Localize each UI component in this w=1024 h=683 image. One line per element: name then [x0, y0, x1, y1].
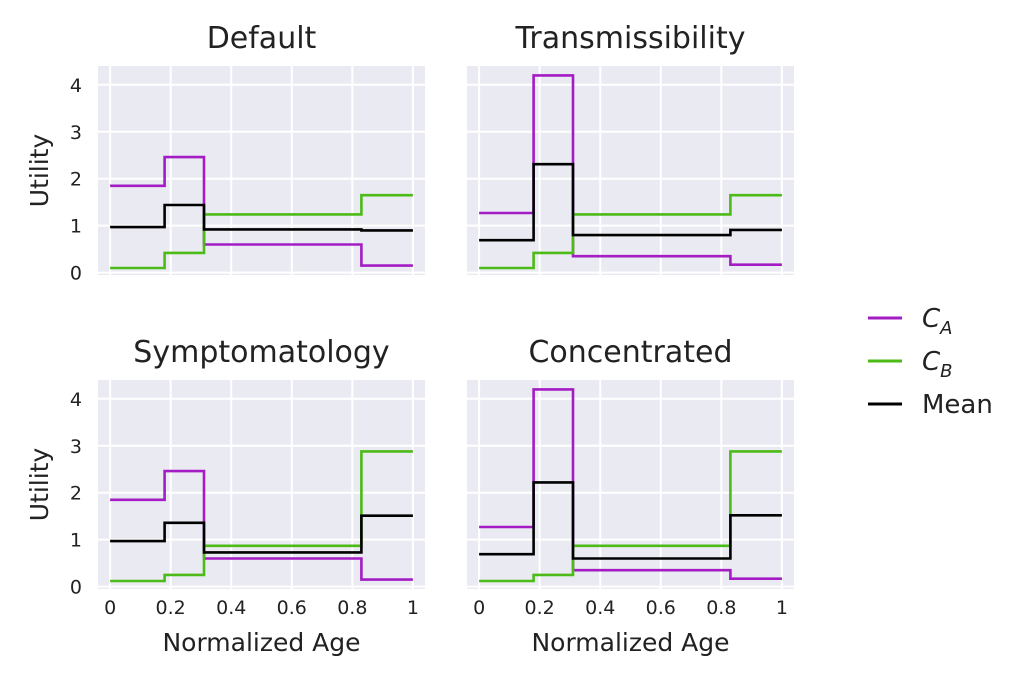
x-tick-label: 0.4 [216, 597, 246, 619]
legend-label: CA [922, 304, 952, 339]
series-line-c-b [110, 193, 413, 270]
y-tick-label: 2 [70, 483, 82, 505]
series-line-mean [110, 514, 413, 554]
y-tick-label: 3 [70, 122, 82, 144]
panel-2: Transmissibility [467, 21, 794, 275]
x-tick-label: 0.4 [585, 597, 615, 619]
x-tick-label: 0 [104, 597, 116, 619]
plot-area [98, 380, 425, 589]
x-axis-label: Normalized Age [162, 628, 360, 657]
x-tick-label: 0.8 [706, 597, 736, 619]
panel-1: 0 1 2 3 4 Default Utility [25, 21, 425, 285]
x-tick-label: 0.6 [646, 597, 676, 619]
panel-4: 0 0.2 0.4 0.6 0.8 1 Concentrated Normalized Age [467, 335, 794, 657]
y-tick-label: 1 [70, 216, 82, 238]
x-tick-label: 1 [407, 597, 419, 619]
panel-title: Default [207, 21, 317, 56]
legend-item: Mean [868, 390, 993, 420]
panel-3: 0 0.2 0.4 0.6 0.8 1 0 1 2 3 4 Symptomatology Utility… [25, 335, 425, 657]
legend-label: Mean [922, 390, 993, 420]
series-line-c-b [110, 450, 413, 583]
legend-label: CB [922, 347, 953, 382]
series-line-mean [479, 162, 782, 242]
y-tick-label: 1 [70, 530, 82, 552]
x-axis-label: Normalized Age [531, 628, 729, 657]
x-tick-label: 0.2 [525, 597, 555, 619]
x-tick-label: 0 [473, 597, 485, 619]
y-tick-label: 4 [70, 389, 82, 411]
y-tick-label: 3 [70, 436, 82, 458]
plot-area [98, 66, 425, 275]
series-line-c-a [110, 155, 413, 267]
y-tick-label: 0 [70, 263, 82, 285]
panel-title: Concentrated [528, 335, 732, 370]
legend-item: CB [868, 347, 953, 382]
y-axis-label: Utility [25, 448, 54, 522]
series-line-c-b [479, 450, 782, 583]
y-axis-label: Utility [25, 134, 54, 208]
plot-area [467, 66, 794, 275]
x-tick-label: 0.2 [156, 597, 186, 619]
legend: CA CB Mean [868, 304, 993, 420]
panel-title: Transmissibility [515, 21, 746, 56]
legend-item: CA [868, 304, 952, 339]
y-tick-label: 0 [70, 577, 82, 599]
y-tick-label: 4 [70, 75, 82, 97]
x-tick-label: 1 [776, 597, 788, 619]
panel-title: Symptomatology [133, 335, 389, 370]
series-line-mean [479, 481, 782, 560]
x-tick-label: 0.6 [277, 597, 307, 619]
y-tick-label: 2 [70, 169, 82, 191]
series-line-mean [110, 203, 413, 232]
x-tick-label: 0.8 [337, 597, 367, 619]
series-line-c-a [110, 469, 413, 581]
